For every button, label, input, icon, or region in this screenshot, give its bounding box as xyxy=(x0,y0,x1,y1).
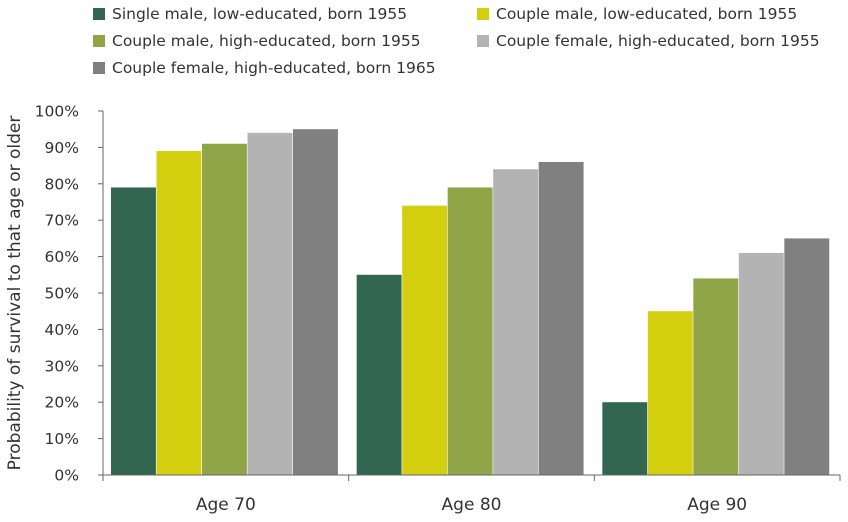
bar-age-80-series-3 xyxy=(447,187,493,475)
legend-item-couple-female-high-1965: Couple female, high-educated, born 1965 xyxy=(93,57,436,79)
y-axis: 0% 10% 20% 30% 40% 50% 60% 70% 80% 90% 100% xyxy=(35,103,104,485)
y-tick-label: 100% xyxy=(35,103,79,121)
legend-swatch xyxy=(93,8,105,20)
x-tick-label: Age 70 xyxy=(196,495,256,515)
legend-item-single-male-low-1955: Single male, low-educated, born 1955 xyxy=(93,3,407,25)
y-tick-label: 80% xyxy=(45,175,79,193)
y-tick-label: 0% xyxy=(54,467,79,485)
legend-label: Couple male, low-educated, born 1955 xyxy=(496,5,798,23)
bar-age-80-series-2 xyxy=(402,205,448,475)
bar-age-70-series-1 xyxy=(111,187,156,475)
y-tick-label: 20% xyxy=(45,394,79,412)
y-tick-label: 50% xyxy=(45,285,79,303)
y-tick-label: 30% xyxy=(45,357,79,375)
bar-age-90-series-5 xyxy=(784,238,830,475)
bars-group xyxy=(111,129,830,476)
x-tick-label: Age 90 xyxy=(687,495,747,515)
bar-age-70-series-2 xyxy=(156,151,202,476)
legend: Single male, low-educated, born 1955 Cou… xyxy=(0,0,848,90)
legend-swatch xyxy=(477,8,489,20)
legend-item-couple-male-low-1955: Couple male, low-educated, born 1955 xyxy=(477,3,797,25)
y-tick-label: 60% xyxy=(45,248,79,266)
bar-age-90-series-3 xyxy=(693,278,739,475)
bar-age-70-series-5 xyxy=(293,129,338,475)
legend-label: Couple female, high-educated, born 1965 xyxy=(112,59,436,77)
legend-swatch xyxy=(477,35,489,47)
legend-label: Single male, low-educated, born 1955 xyxy=(112,5,408,23)
bar-age-70-series-4 xyxy=(247,132,293,475)
bar-age-80-series-1 xyxy=(356,274,402,475)
x-tick-label: Age 80 xyxy=(442,495,502,515)
bar-age-70-series-3 xyxy=(202,143,247,475)
legend-label: Couple male, high-educated, born 1955 xyxy=(112,32,421,50)
bar-age-90-series-1 xyxy=(602,402,648,475)
y-tick-label: 40% xyxy=(45,321,79,339)
y-tick-label: 90% xyxy=(45,139,79,157)
y-tick-label: 10% xyxy=(45,430,79,448)
bar-age-90-series-2 xyxy=(647,311,693,475)
x-axis: Age 70 Age 80 Age 90 xyxy=(102,474,841,515)
legend-item-couple-female-high-1955: Couple female, high-educated, born 1955 xyxy=(477,30,820,52)
bar-age-90-series-4 xyxy=(738,252,784,475)
bar-age-80-series-5 xyxy=(538,161,584,475)
y-axis-label: Probability of survival to that age or o… xyxy=(5,116,25,471)
legend-item-couple-male-high-1955: Couple male, high-educated, born 1955 xyxy=(93,30,421,52)
legend-label: Couple female, high-educated, born 1955 xyxy=(496,32,820,50)
bar-age-80-series-4 xyxy=(493,169,539,476)
legend-swatch xyxy=(93,35,105,47)
legend-swatch xyxy=(93,62,105,74)
y-tick-label: 70% xyxy=(45,212,79,230)
